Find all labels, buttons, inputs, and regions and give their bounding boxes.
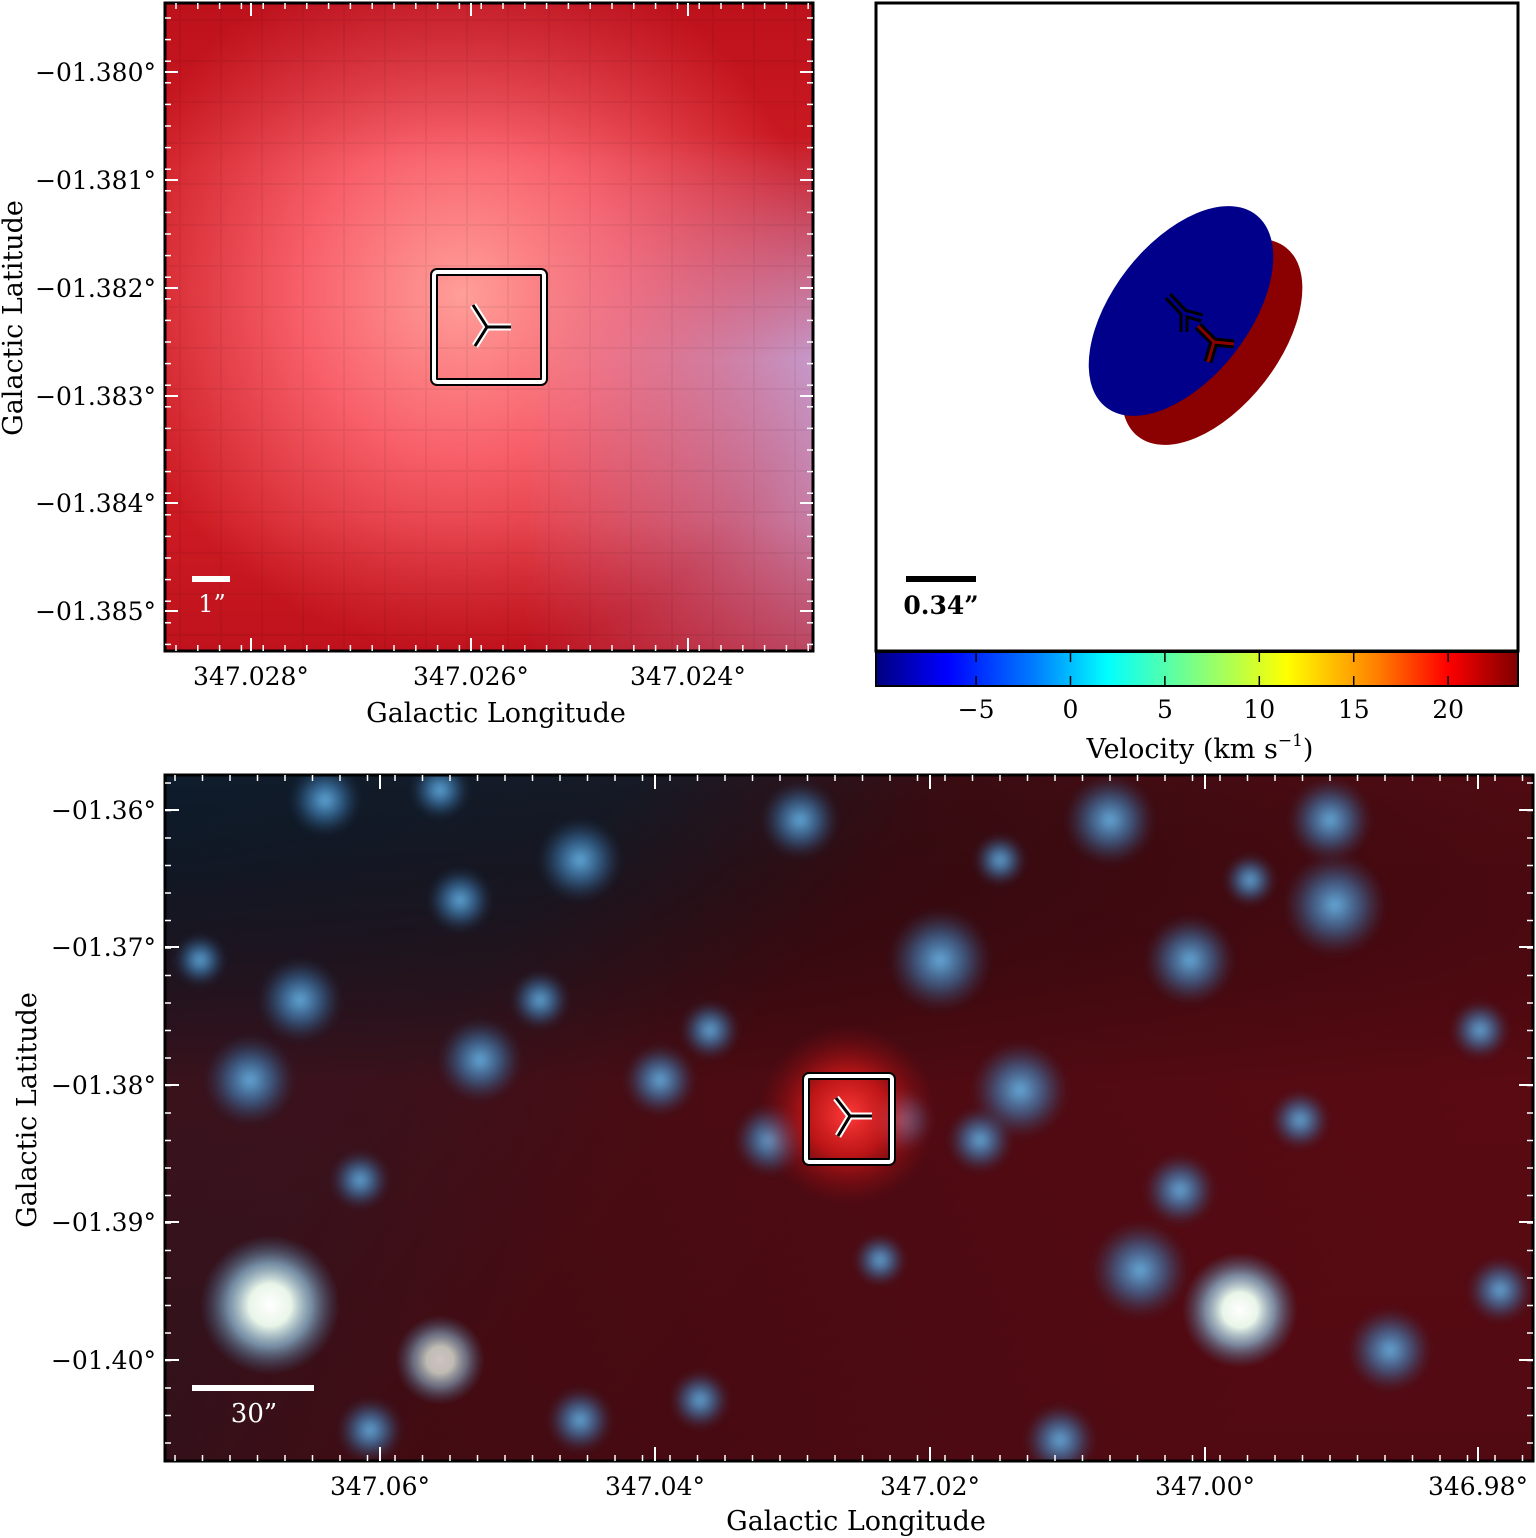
bottom-panel: −01.36° −01.37° −01.38° −01.39° −01.40° 347.… [12,773,1535,1537]
y-tick-label: −01.381° [35,166,156,195]
scalebar [192,576,230,582]
x-axis-label: Galactic Longitude [726,1506,986,1537]
top-left-x-tick-labels: 347.028° 347.026° 347.024° [193,662,746,691]
blue-maser-marker-icon [1164,292,1204,332]
source-box [804,1074,894,1164]
y-axis-label: Galactic Latitude [0,200,29,436]
bottom-image [165,775,1533,1461]
y-tick-label: −01.37° [51,933,156,962]
x-tick-label: 346.98° [1428,1472,1528,1501]
maser-marker-icon [470,303,511,348]
colorbar-ticks: −5 0 5 10 15 20 [958,652,1464,724]
colorbar-tick-label: 10 [1243,695,1275,724]
bottom-frame [163,773,1535,1463]
y-axis-label: Galactic Latitude [12,992,43,1228]
x-axis-label: Galactic Longitude [366,698,626,729]
x-tick-label: 347.028° [193,662,309,691]
colorbar-label: Velocity (km s−1) [1086,731,1314,765]
y-tick-label: −01.380° [35,58,156,87]
colorbar-tick-label: 20 [1432,695,1464,724]
colorbar-tick-label: 0 [1063,695,1079,724]
scalebar [192,1385,314,1391]
top-right-panel: 0.34” −5 0 5 10 15 20 Velocity (km s−1) [874,1,1520,765]
x-tick-label: 347.024° [630,662,746,691]
x-tick-label: 347.06° [330,1472,430,1501]
source-box [432,270,546,384]
y-tick-label: −01.385° [35,597,156,626]
x-tick-label: 347.04° [605,1472,705,1501]
top-left-ticks [165,3,813,651]
top-left-frame [163,1,815,653]
colorbar-tick-label: 15 [1338,695,1370,724]
y-tick-label: −01.38° [51,1071,156,1100]
x-tick-label: 347.00° [1155,1472,1255,1501]
bottom-x-tick-labels: 347.06° 347.04° 347.02° 347.00° 346.98° [330,1472,1528,1501]
velocity-colorbar [875,651,1519,687]
scalebar [906,576,976,582]
y-tick-label: −01.383° [35,382,156,411]
red-maser-marker-icon [1194,322,1235,364]
scalebar-label: 1” [198,590,226,618]
y-tick-label: −01.36° [51,796,156,825]
x-tick-label: 347.02° [880,1472,980,1501]
y-tick-label: −01.39° [51,1208,156,1237]
colorbar-tick-label: −5 [958,695,995,724]
bottom-y-tick-labels: −01.36° −01.37° −01.38° −01.39° −01.40° [51,796,156,1375]
bottom-ticks [165,775,1533,1461]
x-tick-label: 347.026° [413,662,529,691]
y-tick-label: −01.40° [51,1346,156,1375]
y-tick-label: −01.384° [35,489,156,518]
maser-marker-icon [833,1095,872,1138]
scalebar-label: 0.34” [903,591,978,620]
top-left-panel: −01.380° −01.381° −01.382° −01.383° −01.384°… [0,1,815,729]
top-left-y-tick-labels: −01.380° −01.381° −01.382° −01.383° −01.384°… [35,58,156,626]
scalebar-label: 30” [231,1399,277,1429]
colorbar-tick-label: 5 [1157,695,1173,724]
y-tick-label: −01.382° [35,274,156,303]
